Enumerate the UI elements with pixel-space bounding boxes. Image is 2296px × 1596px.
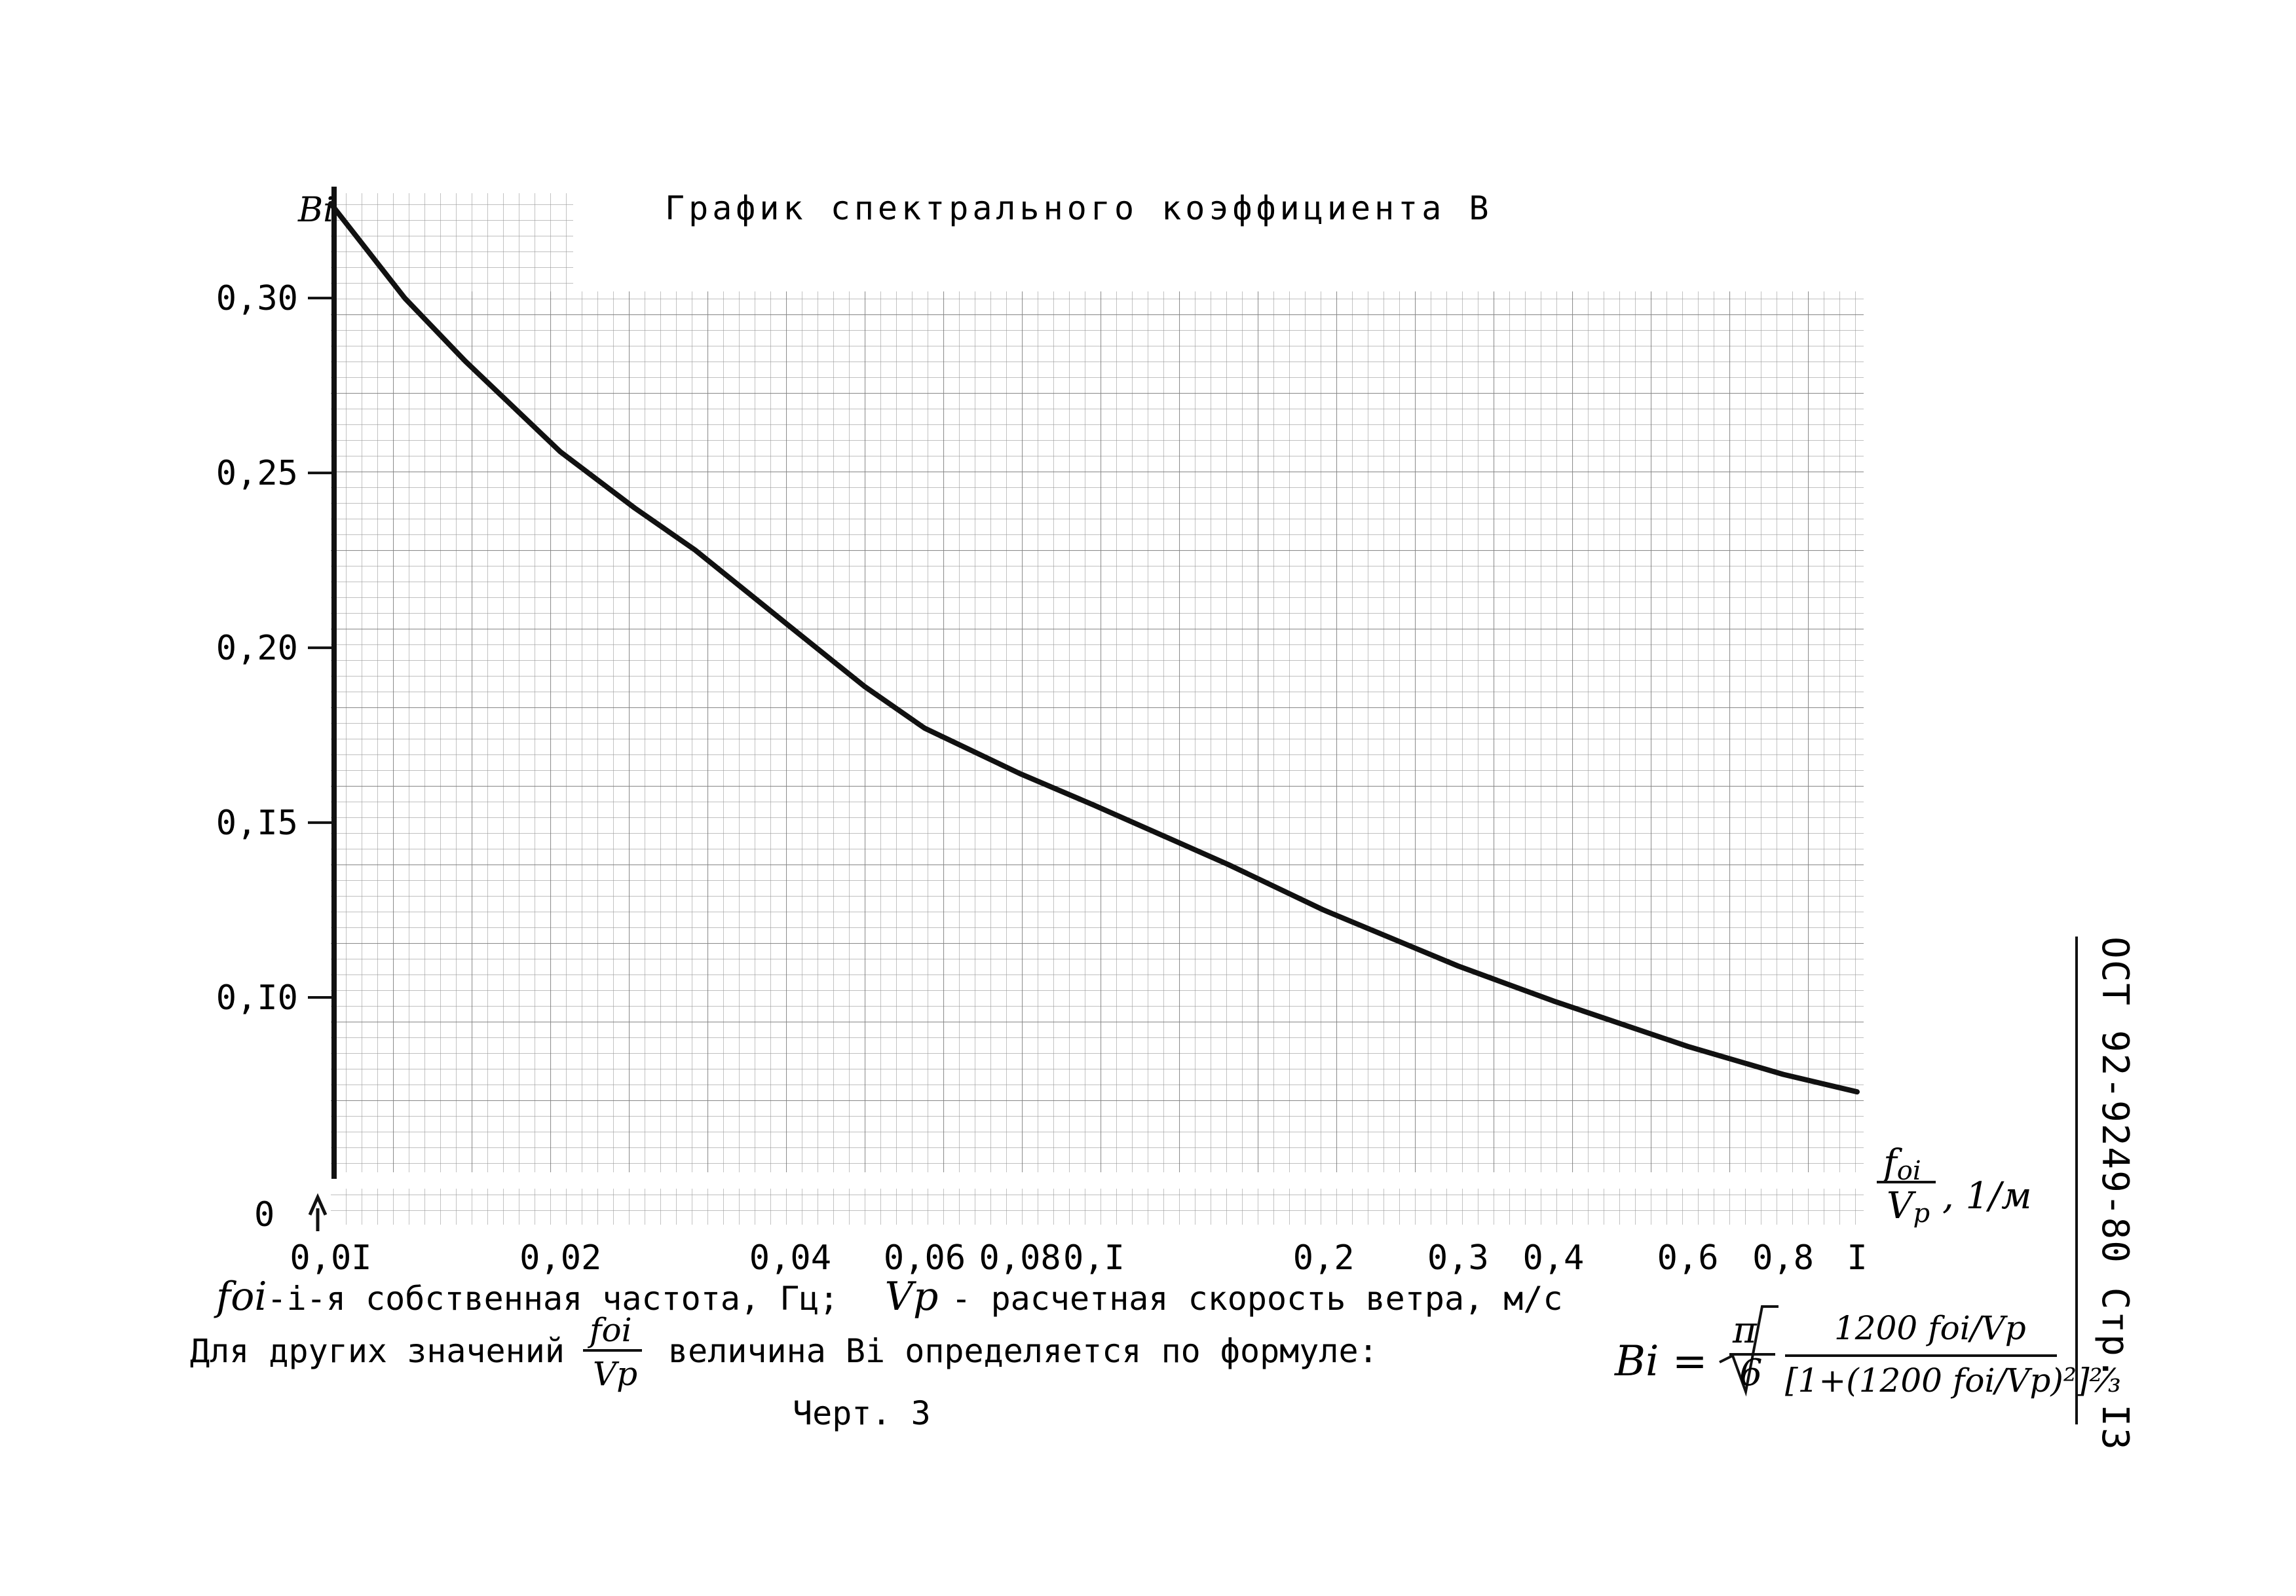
y-zero-label: 0 bbox=[254, 1195, 274, 1234]
y-tick-label: 0,I5 bbox=[216, 804, 298, 843]
x-tick-label: 0,02 bbox=[519, 1238, 601, 1278]
x-tick-label: I bbox=[1847, 1238, 1867, 1278]
y-tick-label: 0,25 bbox=[216, 454, 298, 493]
x-tick-label: 0,8 bbox=[1752, 1238, 1814, 1278]
y-tick-label: 0,20 bbox=[216, 629, 298, 668]
x-tick-label: 0,06 bbox=[884, 1238, 966, 1278]
caption-vp: Vp bbox=[885, 1274, 939, 1320]
x-axis-label: foi Vp , 1/м bbox=[1877, 1142, 2032, 1229]
x-tick-label: 0,08 bbox=[979, 1238, 1061, 1278]
x-tick-label: 0,2 bbox=[1293, 1238, 1355, 1278]
caption-foi: foi bbox=[214, 1274, 267, 1320]
svg-text:Vp: Vp bbox=[1887, 1185, 1930, 1229]
caption-fraction-num: foi bbox=[587, 1311, 632, 1349]
caption-line1-a: -i-я собственная частота, Гц; bbox=[267, 1280, 839, 1318]
svg-text:π: π bbox=[1732, 1309, 1758, 1352]
svg-text:foi: foi bbox=[1881, 1142, 1921, 1186]
x-ticks: 0,0I 0,02 0,04 0,06 0,08 0,I 0,2 0,3 0,4 0,6 0,8 I bbox=[290, 1238, 1867, 1278]
caption: foi-i-я собственная частота, Гц; Vp - рас… bbox=[190, 1274, 1563, 1432]
y-tick-label: 0,I0 bbox=[216, 978, 298, 1018]
x-tick-label: 0,3 bbox=[1427, 1238, 1489, 1278]
caption-fraction-den: Vp bbox=[593, 1355, 637, 1393]
x-tick-label: 0,04 bbox=[749, 1238, 831, 1278]
series-line bbox=[328, 201, 1860, 1095]
plot-area bbox=[328, 201, 1860, 1095]
svg-text:1200 foi/Vp: 1200 foi/Vp bbox=[1834, 1309, 2026, 1347]
x-tick-label: 0,4 bbox=[1522, 1238, 1584, 1278]
x-tick-label: 0,6 bbox=[1657, 1238, 1719, 1278]
y-ticks: 0,30 0,25 0,20 0,I5 0,I0 bbox=[216, 279, 337, 1018]
caption-line2-a: Для других значений bbox=[190, 1332, 565, 1370]
svg-text:6: 6 bbox=[1739, 1352, 1763, 1394]
y-axis-label: Bi bbox=[297, 191, 334, 230]
side-stamp: ОСТ 92-9249-80 Стр. I3 bbox=[2094, 937, 2136, 1451]
caption-line1-b: - расчетная скорость ветра, м/с bbox=[951, 1280, 1562, 1318]
svg-text:[1+(1200 foi/Vp)²]⅔: [1+(1200 foi/Vp)²]⅔ bbox=[1785, 1362, 2121, 1400]
x-tick-label: 0,I bbox=[1063, 1238, 1125, 1278]
figure-label: Черт. 3 bbox=[793, 1394, 931, 1432]
svg-text:, 1/м: , 1/м bbox=[1942, 1175, 2032, 1217]
chart-title: График спектрального коэффициента B bbox=[665, 189, 1493, 227]
svg-text:foi-i-я собственная частота, Г: foi-i-я собственная частота, Гц; Vp - рас… bbox=[214, 1274, 1563, 1320]
y-axis-arrow bbox=[308, 1193, 328, 1216]
x-tick-label: 0,0I bbox=[290, 1238, 371, 1278]
formula: Bi = π 6 1200 foi/Vp [1+(1200 foi/Vp)²]⅔ bbox=[1614, 1305, 2121, 1400]
svg-text:Bi =: Bi = bbox=[1614, 1337, 1707, 1386]
y-tick-label: 0,30 bbox=[216, 279, 298, 318]
graph-paper bbox=[331, 193, 1864, 1225]
caption-line2-b: величина Bi определяется по формуле: bbox=[668, 1332, 1378, 1370]
